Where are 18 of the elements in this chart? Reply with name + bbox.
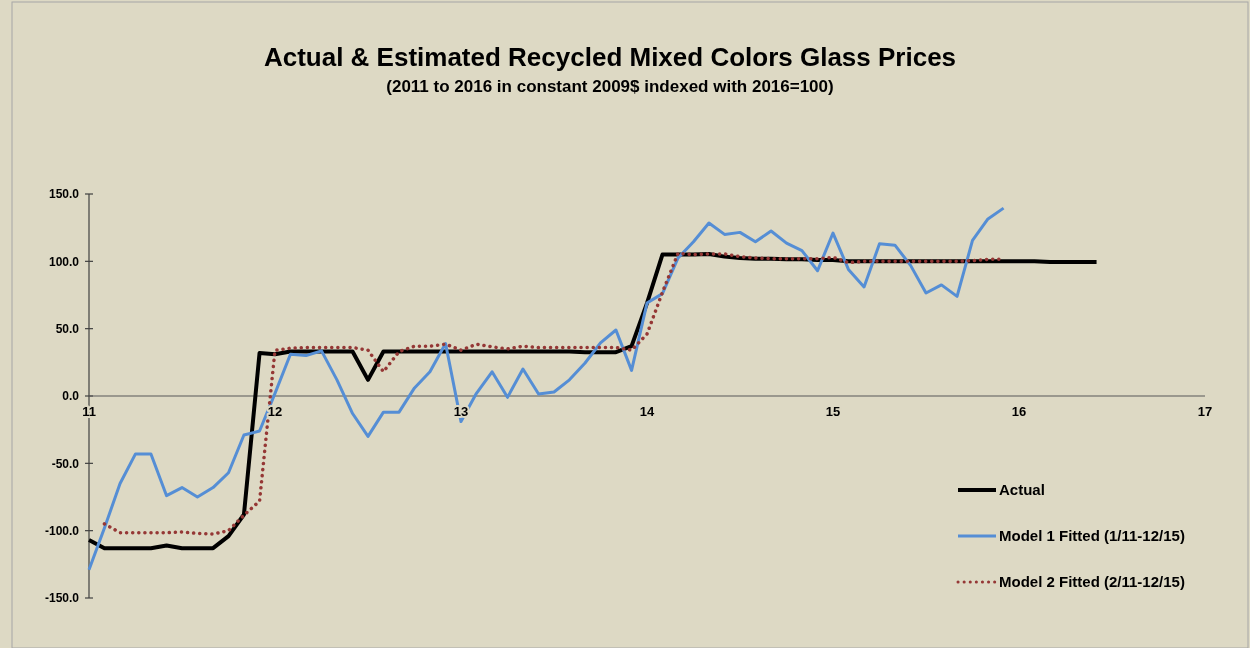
x-tick-label: 15 [825,404,841,419]
x-tick-label: 12 [267,404,283,419]
legend-label: Model 2 Fitted (2/11-12/15) [999,573,1185,591]
chart-subtitle: (2011 to 2016 in constant 2009$ indexed with 2016=100) [386,77,834,96]
y-tick-label: 50.0 [55,321,80,336]
y-tick-label: 150.0 [48,187,80,202]
y-tick-label: -50.0 [51,456,80,471]
x-tick-label: 11 [82,404,96,419]
x-tick-label: 17 [1197,404,1213,419]
chart-title: Actual & Estimated Recycled Mixed Colors Glass Prices [263,42,957,72]
x-tick-label: 14 [639,404,655,419]
y-tick-label: 100.0 [48,254,80,269]
legend-label: Model 1 Fitted (1/11-12/15) [999,527,1185,545]
legend-label: Actual [999,481,1045,499]
y-tick-label: -150.0 [44,591,80,606]
y-tick-label: 0.0 [62,389,80,404]
x-tick-label: 16 [1011,404,1027,419]
y-tick-label: -100.0 [44,523,80,538]
